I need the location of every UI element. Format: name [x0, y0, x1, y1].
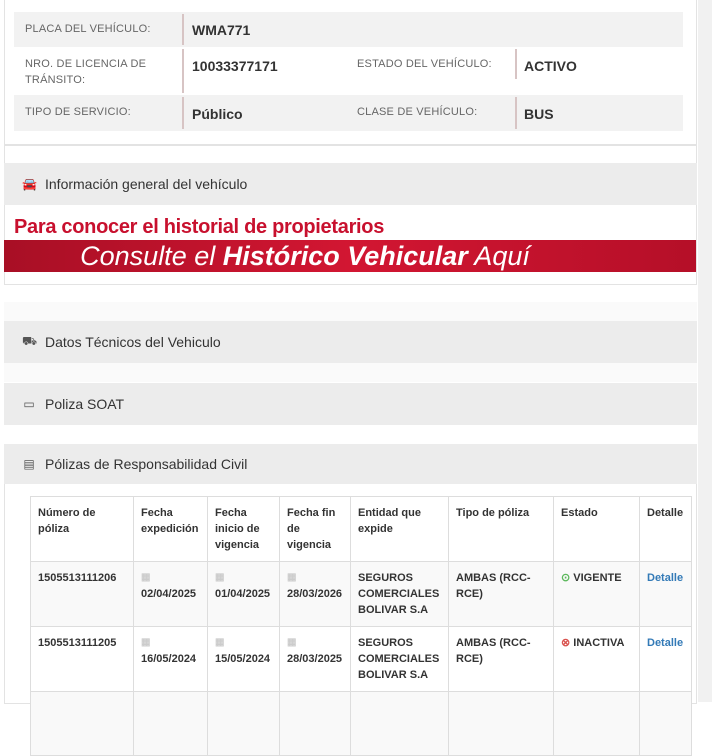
- estado-label: ESTADO DEL VEHÍCULO:: [357, 58, 492, 70]
- section-general-header[interactable]: 🚘 Información general del vehículo: [4, 163, 697, 205]
- numero: 1505513111206: [30, 561, 134, 627]
- list-icon: ▤: [23, 457, 35, 471]
- inicio: 01/04/2025: [215, 588, 271, 600]
- status-badge: VIGENTE: [573, 572, 622, 584]
- rc-table: Número de póliza Fecha expedición Fecha …: [30, 496, 692, 756]
- estado-cell: ⊙ VIGENTE: [553, 561, 640, 627]
- entidad: SEGUROS COMERCIALES BOLIVAR S.A: [350, 626, 449, 692]
- section-general-title: Información general del vehículo: [45, 176, 248, 192]
- calendar-icon: ▦: [287, 637, 297, 648]
- calendar-icon: ▦: [215, 572, 225, 583]
- car-wrench-icon: ⛟: [22, 334, 38, 348]
- placa-value: WMA771: [192, 22, 251, 38]
- fin-cell: ▦ 28/03/2026: [279, 561, 351, 627]
- calendar-icon: ▦: [141, 637, 151, 648]
- numero: 1505513111205: [30, 626, 134, 692]
- servicio-value: Público: [192, 106, 243, 122]
- credit-card-icon: ▭: [23, 397, 35, 411]
- clase-label: CLASE DE VEHÍCULO:: [357, 106, 478, 118]
- promo-text: Para conocer el historial de propietario…: [14, 216, 385, 238]
- section-soat-header[interactable]: ▭ Poliza SOAT: [4, 383, 697, 425]
- check-circle-icon: ⊙: [561, 572, 571, 584]
- calendar-icon: ▦: [215, 637, 225, 648]
- row-servicio: TIPO DE SERVICIO: Público CLASE DE VEHÍC…: [14, 95, 683, 131]
- col-numero: Número de póliza: [30, 496, 134, 562]
- x-circle-icon: ⊗: [561, 637, 571, 649]
- clase-value: BUS: [524, 106, 554, 122]
- table-row: [30, 691, 692, 756]
- placa-label: PLACA DEL VEHÍCULO:: [25, 23, 151, 35]
- col-tipo: Tipo de póliza: [448, 496, 554, 562]
- section-soat-title: Poliza SOAT: [45, 396, 125, 412]
- col-detalle: Detalle: [639, 496, 692, 562]
- calendar-icon: ▦: [141, 572, 151, 583]
- inicio: 15/05/2024: [215, 653, 271, 665]
- row-placa: PLACA DEL VEHÍCULO: WMA771: [14, 12, 683, 47]
- tipo: AMBAS (RCC-RCE): [448, 561, 554, 627]
- section-tecnicos-header[interactable]: ⛟ Datos Técnicos del Vehiculo: [4, 321, 697, 363]
- section-tecnicos-title: Datos Técnicos del Vehiculo: [45, 334, 221, 350]
- col-estado: Estado: [553, 496, 640, 562]
- detalle-link[interactable]: Detalle: [647, 637, 684, 649]
- car-icon: 🚘: [22, 177, 37, 191]
- licencia-label: NRO. DE LICENCIA DE TRÁNSITO:: [25, 58, 147, 86]
- estado-cell: ⊗ INACTIVA: [553, 626, 640, 692]
- row-licencia: NRO. DE LICENCIA DE TRÁNSITO: 1003337717…: [14, 47, 683, 95]
- fin: 28/03/2026: [287, 588, 343, 600]
- col-fin: Fecha fin de vigencia: [279, 496, 351, 562]
- fin-cell: ▦ 28/03/2025: [279, 626, 351, 692]
- status-badge: INACTIVA: [573, 637, 625, 649]
- banner-bold: Histórico Vehicular: [222, 241, 468, 271]
- inicio-cell: ▦ 01/04/2025: [207, 561, 280, 627]
- section-rc-title: Pólizas de Responsabilidad Civil: [45, 456, 248, 472]
- expedicion: 16/05/2024: [141, 653, 197, 665]
- servicio-label: TIPO DE SERVICIO:: [25, 106, 131, 118]
- table-row: 1505513111205 ▦ 16/05/2024 ▦ 15/05/2024 ▦ 2…: [30, 626, 692, 692]
- tipo: AMBAS (RCC-RCE): [448, 626, 554, 692]
- historico-vehicular-banner[interactable]: Consulte el Histórico Vehicular Aquí: [4, 240, 696, 272]
- detalle-link[interactable]: Detalle: [647, 572, 684, 584]
- section-rc-header[interactable]: ▤ Pólizas de Responsabilidad Civil: [4, 444, 697, 484]
- expedicion: 02/04/2025: [141, 588, 197, 600]
- banner-post: Aquí: [467, 241, 530, 271]
- licencia-value: 10033377171: [192, 58, 278, 74]
- estado-value: ACTIVO: [524, 58, 577, 74]
- entidad: SEGUROS COMERCIALES BOLIVAR S.A: [350, 561, 449, 627]
- expedicion-cell: ▦ 02/04/2025: [133, 561, 208, 627]
- calendar-icon: ▦: [287, 572, 297, 583]
- inicio-cell: ▦ 15/05/2024: [207, 626, 280, 692]
- page-scrollbar[interactable]: [698, 0, 712, 702]
- col-inicio: Fecha inicio de vigencia: [207, 496, 280, 562]
- table-row: 1505513111206 ▦ 02/04/2025 ▦ 01/04/2025 ▦ 2…: [30, 561, 692, 627]
- col-expedicion: Fecha expedición: [133, 496, 208, 562]
- fin: 28/03/2025: [287, 653, 343, 665]
- expedicion-cell: ▦ 16/05/2024: [133, 626, 208, 692]
- col-entidad: Entidad que expide: [350, 496, 449, 562]
- banner-pre: Consulte el: [80, 241, 223, 271]
